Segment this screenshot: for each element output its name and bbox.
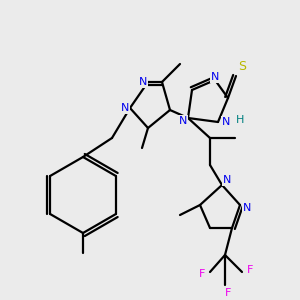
Text: N: N [121, 103, 129, 113]
Text: F: F [199, 269, 205, 279]
Text: N: N [179, 116, 187, 126]
Text: N: N [243, 203, 251, 213]
Text: F: F [225, 288, 231, 298]
Text: N: N [139, 77, 147, 87]
Text: F: F [247, 265, 253, 275]
Text: S: S [238, 59, 246, 73]
Text: N: N [211, 72, 219, 82]
Text: H: H [236, 115, 244, 125]
Text: N: N [222, 117, 230, 127]
Text: N: N [223, 175, 231, 185]
